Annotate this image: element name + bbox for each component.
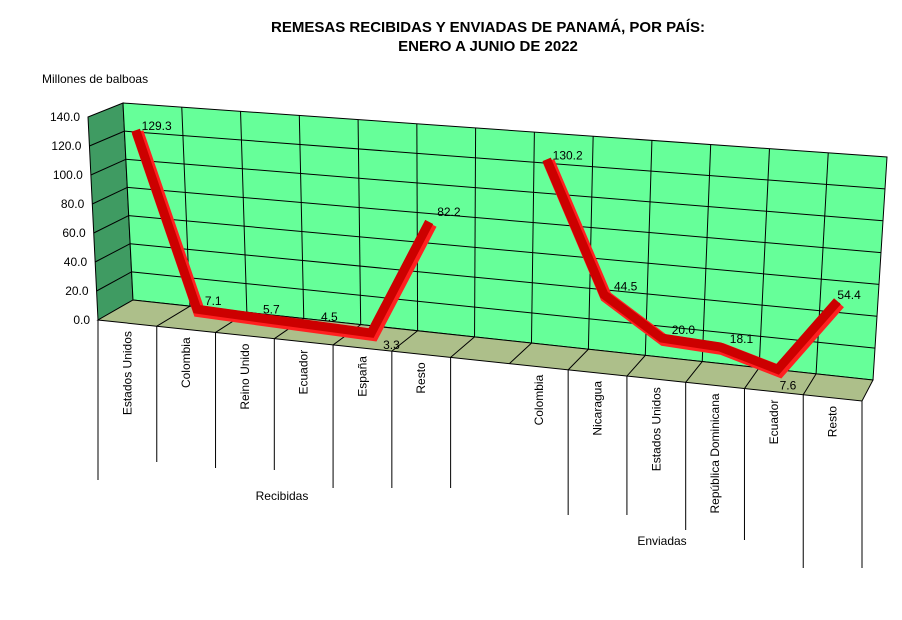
gridline-v <box>587 136 594 350</box>
gridline-h <box>130 243 878 317</box>
data-point <box>198 310 200 312</box>
floor-division <box>626 355 646 377</box>
category-label: Colombia <box>532 374 546 425</box>
y-tick-label: 40.0 <box>64 255 88 269</box>
gridline-v <box>298 115 305 319</box>
side-gridline <box>92 186 128 205</box>
gridline-v <box>416 123 419 331</box>
floor-division <box>744 367 760 389</box>
floor-division <box>156 305 191 327</box>
y-tick-label: 80.0 <box>61 197 85 211</box>
group-label-recibidas: Recibidas <box>256 489 309 503</box>
y-tick-label: 20.0 <box>65 284 89 298</box>
side-gridline <box>94 243 131 263</box>
gridline-h <box>124 130 886 190</box>
chart-title-line1: REMESAS RECIBIDAS Y ENVIADAS DE PANAMÁ, … <box>271 19 705 36</box>
y-axis-label: Millones de balboas <box>42 72 148 86</box>
data-label: 3.3 <box>383 338 400 352</box>
gridline-v <box>240 111 248 313</box>
gridline-h <box>127 186 882 254</box>
y-tick-label: 140.0 <box>50 110 80 124</box>
category-label: Estados Unidos <box>649 387 663 471</box>
data-point <box>256 318 258 320</box>
data-label: 4.5 <box>321 310 338 324</box>
category-label: Colombia <box>179 337 193 388</box>
data-label: 82.2 <box>437 205 461 219</box>
data-point <box>314 326 316 328</box>
data-point <box>663 339 665 341</box>
category-label: Ecuador <box>767 400 781 445</box>
category-label: Reino Unido <box>238 343 252 409</box>
data-label: 7.6 <box>780 378 797 392</box>
y-tick-label: 60.0 <box>62 226 86 240</box>
gridline-v <box>357 119 362 325</box>
data-point <box>137 131 139 133</box>
y-tick-label: 100.0 <box>53 168 83 182</box>
series-line-enviadas <box>542 157 841 375</box>
floor-division <box>802 373 817 396</box>
data-point <box>372 334 374 336</box>
floor-division <box>685 361 703 383</box>
category-label: España <box>355 356 369 397</box>
floor-division <box>567 348 589 371</box>
group-label-enviadas: Enviadas <box>637 534 686 548</box>
y-tick-label: 0.0 <box>73 313 90 327</box>
series-line-recibidas <box>131 128 434 338</box>
data-label: 129.3 <box>142 119 172 133</box>
data-point <box>605 296 607 298</box>
data-label: 5.7 <box>263 302 280 316</box>
gridline-h <box>125 158 884 222</box>
back-wall <box>122 102 888 381</box>
data-label: 20.0 <box>672 323 696 337</box>
gridline-v <box>474 127 477 337</box>
data-label: 44.5 <box>614 280 638 294</box>
data-point <box>779 370 781 372</box>
chart-title-line2: ENERO A JUNIO DE 2022 <box>398 38 578 55</box>
category-label: Estados Unidos <box>120 331 134 415</box>
category-label: Ecuador <box>297 350 311 395</box>
data-label: 130.2 <box>553 148 583 162</box>
gridline-v <box>758 148 770 368</box>
category-label: Nicaragua <box>591 381 605 436</box>
side-gridline <box>93 215 129 234</box>
category-label: Resto <box>826 406 840 438</box>
floor-division <box>391 330 418 352</box>
data-point <box>430 223 432 225</box>
data-point <box>838 302 840 304</box>
data-label: 7.1 <box>205 294 222 308</box>
floor-division <box>450 336 475 358</box>
gridline-h <box>131 271 876 349</box>
gridline-v <box>530 132 535 344</box>
category-label: Resto <box>414 362 428 394</box>
side-gridline <box>90 158 127 176</box>
gridline-v <box>701 144 712 362</box>
gridline-h <box>128 215 880 285</box>
floor-division <box>509 342 532 364</box>
data-label: 54.4 <box>837 288 861 302</box>
side-gridline <box>89 130 125 147</box>
side-gridline <box>96 271 132 292</box>
data-point <box>548 160 550 162</box>
data-label: 18.1 <box>730 332 754 346</box>
category-label: República Dominicana <box>708 393 722 513</box>
data-point <box>721 348 723 350</box>
y-tick-label: 120.0 <box>51 139 81 153</box>
gridline-v <box>815 152 829 374</box>
